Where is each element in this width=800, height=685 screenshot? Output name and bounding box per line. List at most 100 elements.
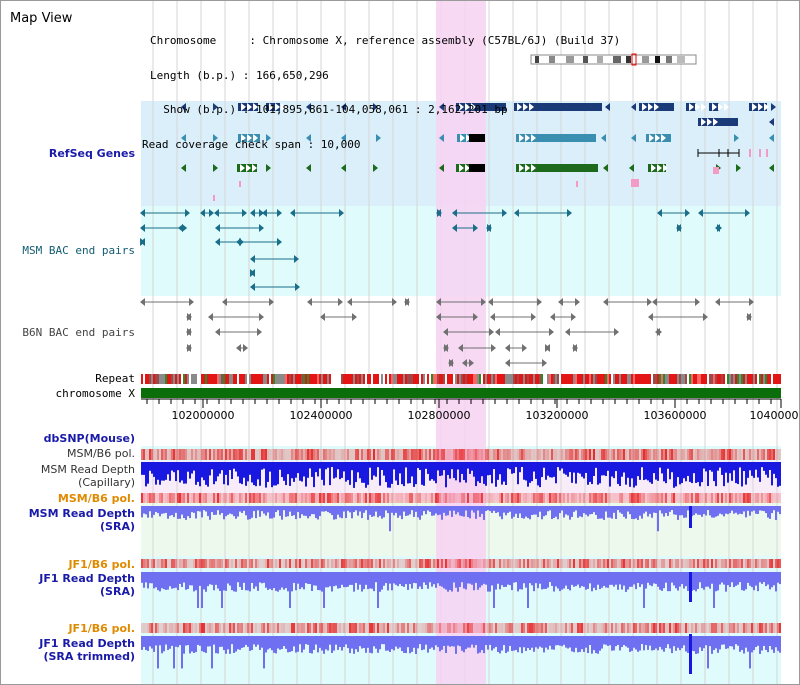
polymorphism-cell — [197, 623, 199, 633]
read-depth-bar — [431, 462, 433, 480]
repeat-element — [647, 374, 649, 384]
read-depth-bar — [299, 636, 301, 645]
polymorphism-cell — [617, 623, 619, 633]
track-label-dbsnp[interactable]: dbSNP(Mouse) — [43, 432, 135, 445]
track-label-msm-read-depth-capillary[interactable]: MSM Read Depth (Capillary) — [40, 463, 135, 489]
polymorphism-cell — [241, 493, 243, 503]
read-depth-bar — [381, 462, 383, 470]
repeat-element — [523, 374, 525, 384]
length-line: Length (b.p.) : 166,650,296 — [150, 68, 329, 82]
polymorphism-cell — [347, 559, 349, 568]
read-depth-bar — [203, 636, 205, 653]
repeat-element — [557, 374, 559, 384]
polymorphism-cell — [655, 623, 657, 633]
read-depth-bar — [529, 636, 531, 650]
polymorphism-cell — [283, 493, 285, 503]
track-label-b6n-bac[interactable]: B6N BAC end pairs — [22, 326, 135, 339]
read-depth-bar — [623, 506, 625, 517]
polymorphism-cell — [761, 559, 763, 568]
read-depth-bar — [329, 572, 331, 587]
repeat-element — [477, 374, 479, 384]
read-depth-bar — [237, 462, 239, 477]
read-depth-bar — [643, 572, 645, 608]
repeat-element — [203, 374, 205, 384]
polymorphism-cell — [631, 449, 633, 460]
read-depth-bar — [721, 636, 723, 645]
polymorphism-cell — [661, 449, 663, 460]
polymorphism-cell — [141, 559, 143, 568]
polymorphism-cell — [199, 449, 201, 460]
read-depth-bar — [425, 636, 427, 645]
read-depth-bar — [753, 572, 755, 591]
repeat-element — [671, 374, 673, 384]
polymorphism-cell — [525, 559, 527, 568]
read-depth-bar — [593, 462, 595, 477]
polymorphism-cell — [205, 449, 207, 460]
polymorphism-cell — [645, 623, 647, 633]
polymorphism-cell — [433, 623, 435, 633]
polymorphism-cell — [289, 623, 291, 633]
read-depth-bar — [735, 572, 737, 586]
repeat-element — [775, 374, 777, 384]
track-label-jf1-b6-pol-trimmed[interactable]: JF1/B6 pol. — [68, 622, 135, 635]
polymorphism-cell — [169, 559, 171, 568]
track-label-msm-read-depth-sra[interactable]: MSM Read Depth (SRA) — [28, 507, 135, 533]
polymorphism-cell — [177, 449, 179, 460]
read-depth-bar — [243, 462, 245, 478]
read-depth-bar — [539, 462, 541, 488]
read-depth-bar — [375, 572, 377, 583]
polymorphism-cell — [293, 493, 295, 503]
track-label-repeat[interactable]: Repeat — [95, 372, 135, 385]
read-depth-bar — [559, 462, 561, 471]
polymorphism-cell — [159, 623, 161, 633]
read-depth-bar — [181, 572, 183, 587]
ideogram-band — [655, 56, 660, 63]
polymorphism-cell — [197, 493, 199, 503]
track-label-jf1-b6-pol[interactable]: JF1/B6 pol. — [68, 558, 135, 571]
read-depth-bar — [203, 462, 205, 481]
read-depth-bar — [743, 636, 745, 654]
read-depth-bar — [335, 462, 337, 478]
polymorphism-cell — [697, 559, 699, 568]
read-depth-bar — [601, 636, 603, 649]
read-depth-bar — [741, 506, 743, 515]
read-depth-bar — [447, 506, 449, 516]
polymorphism-cell — [371, 559, 373, 568]
read-depth-bar — [445, 636, 447, 653]
polymorphism-cell — [147, 623, 149, 633]
read-depth-bar — [263, 636, 265, 669]
read-depth-bar — [275, 572, 277, 591]
track-label-msm-bac[interactable]: MSM BAC end pairs — [22, 244, 135, 257]
read-depth-bar — [323, 462, 325, 486]
polymorphism-cell — [751, 449, 753, 460]
read-depth-bar — [619, 506, 621, 513]
polymorphism-cell — [567, 493, 569, 503]
read-depth-bar — [171, 506, 173, 516]
read-depth-bar — [351, 572, 353, 585]
read-depth-bar — [615, 506, 617, 519]
read-depth-bar — [147, 636, 149, 651]
polymorphism-cell — [531, 449, 533, 460]
track-label-msm-b6-pol-sra[interactable]: MSM/B6 pol. — [57, 492, 135, 505]
track-label-jf1-read-depth-sra[interactable]: JF1 Read Depth (SRA) — [39, 572, 135, 598]
polymorphism-cell — [177, 559, 179, 568]
read-depth-bar — [643, 462, 645, 481]
read-depth-bar — [675, 462, 677, 487]
track-label-jf1-read-depth-trimmed[interactable]: JF1 Read Depth (SRA trimmed) — [39, 637, 135, 663]
read-depth-bar — [273, 636, 275, 653]
polymorphism-cell — [379, 623, 381, 633]
track-label-refseq-genes[interactable]: RefSeq Genes — [48, 147, 135, 160]
polymorphism-cell — [403, 559, 405, 568]
polymorphism-cell — [141, 623, 143, 633]
polymorphism-cell — [237, 559, 239, 568]
repeat-element — [771, 374, 773, 384]
read-depth-bar — [337, 506, 339, 515]
polymorphism-cell — [265, 493, 267, 503]
read-depth-bar — [695, 636, 697, 654]
msm-bac-pair-end — [140, 238, 145, 246]
repeat-element — [601, 374, 603, 384]
track-label-msm-b6-pol[interactable]: MSM/B6 pol. — [67, 447, 135, 460]
polymorphism-cell — [437, 493, 439, 503]
polymorphism-cell — [443, 559, 445, 568]
polymorphism-cell — [635, 559, 637, 568]
